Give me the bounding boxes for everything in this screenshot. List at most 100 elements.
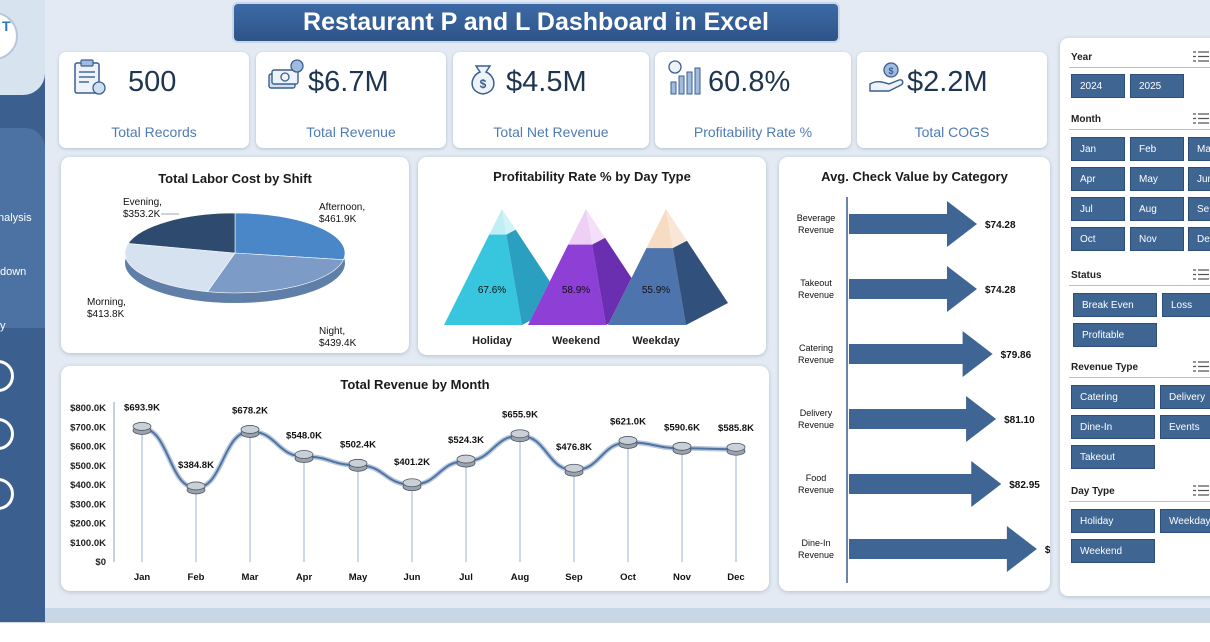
logo-text: T xyxy=(2,18,11,34)
slicer-month-nov[interactable]: Nov xyxy=(1130,227,1184,251)
kpi-label: Total COGS xyxy=(914,124,990,140)
nav-item-summary[interactable]: y xyxy=(0,320,6,332)
kpi-total-revenue: $6.7M Total Revenue xyxy=(256,52,446,148)
slicer-status-loss[interactable]: Loss xyxy=(1162,293,1210,317)
arrow-value-label: $79.86 xyxy=(1001,350,1032,361)
pyramid-value-label: 67.6% xyxy=(478,285,506,296)
arrow-category-label: Revenue xyxy=(798,225,834,235)
nav-button-2[interactable] xyxy=(0,418,14,450)
pie-slice-night xyxy=(206,252,344,294)
y-tick-label: $800.0K xyxy=(70,403,106,414)
y-tick-label: $700.0K xyxy=(70,422,106,433)
multi-select-icon[interactable] xyxy=(1192,484,1210,497)
slicer-year-2025[interactable]: 2025 xyxy=(1130,74,1184,98)
multi-select-icon[interactable] xyxy=(1192,360,1210,373)
divider xyxy=(1069,129,1210,130)
arrow-category-label: Revenue xyxy=(798,290,834,300)
arrow-category-label: Catering xyxy=(799,343,833,353)
coin-marker xyxy=(510,429,530,439)
profitability-panel: Profitability Rate % by Day Type 67.6% Ho… xyxy=(418,157,766,355)
pie-label-value: $413.8K xyxy=(87,309,125,320)
pie-label-category: Night, xyxy=(319,326,345,337)
nav-button-3[interactable] xyxy=(0,478,14,510)
slicer-day-holiday[interactable]: Holiday xyxy=(1071,509,1155,533)
pyramid-category-label: Weekday xyxy=(632,335,680,347)
data-label: $678.2K xyxy=(232,405,268,416)
slicer-revenue-events[interactable]: Events xyxy=(1160,415,1210,439)
pie-label-category: Evening, xyxy=(123,197,162,208)
coin-marker xyxy=(132,422,152,431)
x-tick-label: Nov xyxy=(673,572,692,583)
y-tick-label: $200.0K xyxy=(70,519,106,530)
data-label: $655.9K xyxy=(502,410,538,421)
divider xyxy=(1069,377,1210,378)
revenue-line xyxy=(141,427,737,489)
slicer-month-feb[interactable]: Feb xyxy=(1130,137,1184,161)
arrow-bar-1 xyxy=(849,266,977,312)
arrow-category-label: Revenue xyxy=(798,420,834,430)
multi-select-icon[interactable] xyxy=(1192,112,1210,125)
svg-text:$: $ xyxy=(888,66,893,76)
svg-text:$: $ xyxy=(480,77,487,91)
nav-panel: nalysis down y xyxy=(0,128,45,332)
kpi-label: Profitability Rate % xyxy=(693,124,813,140)
slicer-month-sep[interactable]: Se xyxy=(1188,197,1210,221)
slicer-month-dec[interactable]: De xyxy=(1188,227,1210,251)
slicer-day-weekday[interactable]: Weekday xyxy=(1160,509,1210,533)
slicer-month-aug[interactable]: Aug xyxy=(1130,197,1184,221)
slicer-day-type-title: Day Type xyxy=(1071,486,1115,497)
labor-cost-pie-chart: Afternoon,$461.9K Night,$439.4K Morning,$4… xyxy=(87,197,365,349)
x-tick-label: Sep xyxy=(565,572,583,583)
multi-select-icon[interactable] xyxy=(1192,50,1210,63)
arrow-bar-2 xyxy=(849,331,993,377)
slicer-month-jun[interactable]: Jun xyxy=(1188,167,1210,191)
slicer-status-break-even[interactable]: Break Even xyxy=(1073,293,1157,317)
arrow-category-label: Dine-In xyxy=(801,538,830,548)
y-tick-label: $0 xyxy=(95,557,106,568)
slicer-year-title: Year xyxy=(1071,52,1093,63)
x-tick-label: Jan xyxy=(134,572,151,583)
slicer-month-jul[interactable]: Jul xyxy=(1071,197,1125,221)
coin-marker xyxy=(456,454,476,464)
slicer-revenue-catering[interactable]: Catering xyxy=(1071,385,1155,409)
slicer-revenue-takeout[interactable]: Takeout xyxy=(1071,445,1155,469)
pie-slice-morning xyxy=(124,243,236,293)
data-label: $693.9K xyxy=(124,402,160,413)
nav-item-analysis[interactable]: nalysis xyxy=(0,212,32,224)
slicer-day-weekend[interactable]: Weekend xyxy=(1071,539,1155,563)
multi-select-icon[interactable] xyxy=(1192,268,1210,281)
slicer-year-2024[interactable]: 2024 xyxy=(1071,74,1125,98)
slicer-revenue-dine-in[interactable]: Dine-In xyxy=(1071,415,1155,439)
slicer-month-may[interactable]: May xyxy=(1130,167,1184,191)
arrow-category-label: Food xyxy=(806,473,827,483)
kpi-value: $4.5M xyxy=(506,66,587,98)
slicer-revenue-type-title: Revenue Type xyxy=(1071,362,1139,373)
revenue-panel: Total Revenue by Month $0 $100.0K $200.0K $… xyxy=(61,366,769,591)
nav-button-1[interactable] xyxy=(0,360,14,392)
slicer-month-mar[interactable]: Ma xyxy=(1188,137,1210,161)
pie-label-value: $353.2K xyxy=(123,209,161,220)
slicer-status-profitable[interactable]: Profitable xyxy=(1073,323,1157,347)
pyramid-category-label: Holiday xyxy=(472,335,513,347)
slicer-month-oct[interactable]: Oct xyxy=(1071,227,1125,251)
sidebar: T nalysis down y xyxy=(0,0,45,622)
pie-slice-evening xyxy=(127,212,236,254)
nav-item-breakdown[interactable]: down xyxy=(0,266,27,278)
data-label: $524.3K xyxy=(448,435,484,446)
slicer-revenue-delivery[interactable]: Delivery xyxy=(1160,385,1210,409)
x-tick-label: Mar xyxy=(242,572,259,583)
money-stack-icon xyxy=(268,59,304,89)
coin-marker xyxy=(618,436,638,445)
hand-coin-icon: $ xyxy=(869,62,904,92)
arrow-category-label: Revenue xyxy=(798,485,834,495)
arrow-value-label: $74.28 xyxy=(985,285,1016,296)
slicer-month-jan[interactable]: Jan xyxy=(1071,137,1125,161)
coin-marker xyxy=(726,442,746,452)
arrow-category-label: Delivery xyxy=(800,408,833,418)
arrow-bar-3 xyxy=(849,396,997,442)
kpi-value: 60.8% xyxy=(708,66,791,98)
slicer-month-apr[interactable]: Apr xyxy=(1071,167,1125,191)
arrow-bar-5 xyxy=(849,526,1037,572)
x-tick-label: Oct xyxy=(620,572,637,583)
avg-check-panel: Avg. Check Value by Category $74.28 Bever… xyxy=(779,157,1050,591)
